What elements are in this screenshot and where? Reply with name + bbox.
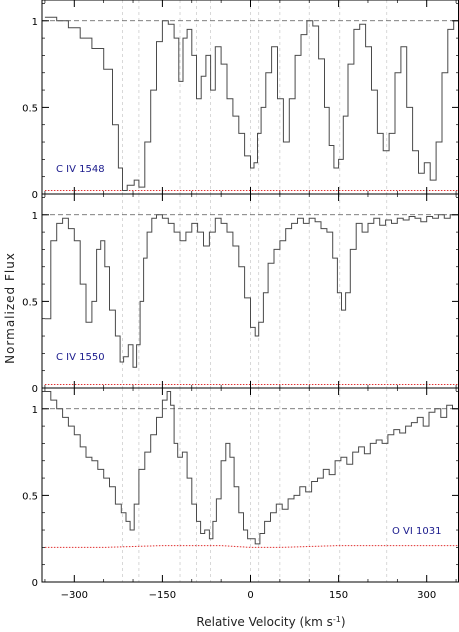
x-tick-label: −150 (149, 590, 176, 601)
y-tick-label: 1 (32, 211, 38, 222)
x-axis-title-close: ) (341, 615, 346, 629)
x-tick-label: 300 (417, 590, 436, 601)
y-tick-label: 1 (32, 17, 38, 28)
spectrum-panel: 0 0.5 1 C IV 1550 (22, 193, 459, 395)
flux-spectrum (44, 214, 459, 368)
panel-label: C IV 1550 (56, 352, 105, 363)
error-spectrum (44, 545, 459, 548)
y-tick-label: 0.5 (22, 103, 38, 114)
x-tick-label: 0 (247, 590, 253, 601)
x-axis-title-text: Relative Velocity (km s (196, 615, 332, 629)
flux-spectrum (44, 16, 459, 191)
x-tick-label: 150 (329, 590, 348, 601)
panel-label: C IV 1548 (56, 164, 105, 175)
x-tick-label: −300 (61, 590, 88, 601)
y-tick-label: 0 (32, 578, 38, 589)
spectrum-panel: 0 0.5 1 O VI 1031 (22, 387, 459, 589)
y-tick-label: 0.5 (22, 297, 38, 308)
x-axis-title-unit-exponent: -1 (333, 615, 341, 624)
y-tick-label: 0 (32, 190, 38, 201)
x-axis-title: Relative Velocity (km s-1) (196, 615, 345, 630)
y-axis-title: Normalized Flux (3, 252, 17, 364)
y-tick-label: 0 (32, 384, 38, 395)
panel-label: O VI 1031 (392, 526, 441, 537)
flux-spectrum (44, 391, 459, 545)
y-tick-label: 0.5 (22, 491, 38, 502)
spectrum-panel: 0 0.5 1 C IV 1548 (22, 0, 459, 201)
y-tick-label: 1 (32, 405, 38, 416)
